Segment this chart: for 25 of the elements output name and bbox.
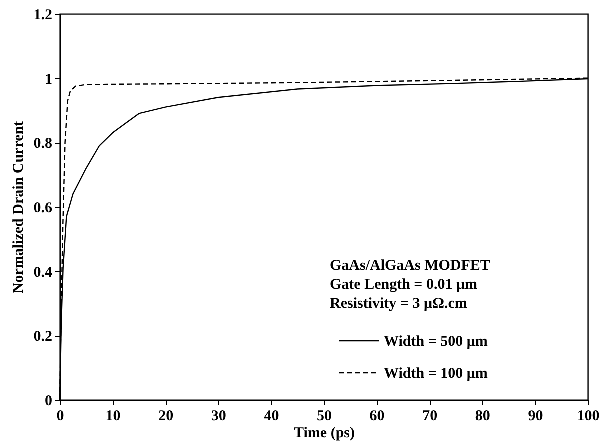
annotation: GaAs/AlGaAs MODFET <box>330 258 490 274</box>
x-tick-label: 10 <box>106 408 121 424</box>
y-tick-label: 0.8 <box>34 136 52 152</box>
x-tick-label: 30 <box>211 408 226 424</box>
x-tick-label: 40 <box>264 408 280 424</box>
y-tick-label: 0.6 <box>34 200 53 216</box>
y-axis-title: Normalized Drain Current <box>10 121 27 294</box>
y-tick-label: 1.2 <box>34 8 52 24</box>
x-tick-label: 90 <box>528 408 544 424</box>
x-tick-label: 60 <box>370 408 385 424</box>
annotation: Resistivity = 3 μΩ.cm <box>330 296 468 312</box>
annotation: Gate Length = 0.01 μm <box>330 277 478 293</box>
y-tick-label: 1 <box>45 72 52 88</box>
x-tick-label: 80 <box>475 408 490 424</box>
y-tick-label: 0.2 <box>34 329 52 346</box>
y-tick-label: 0.4 <box>34 264 53 281</box>
x-tick-label: 70 <box>422 408 438 424</box>
y-tick-label: 0 <box>45 394 52 410</box>
x-axis-title: Time (ps) <box>294 426 355 442</box>
x-tick-label: 50 <box>317 408 332 424</box>
legend-label: Width = 100 μm <box>384 366 488 382</box>
legend-label: Width = 500 μm <box>384 334 488 350</box>
x-tick-label: 0 <box>56 408 64 424</box>
x-tick-label: 20 <box>158 408 174 424</box>
x-tick-label: 100 <box>577 408 600 424</box>
